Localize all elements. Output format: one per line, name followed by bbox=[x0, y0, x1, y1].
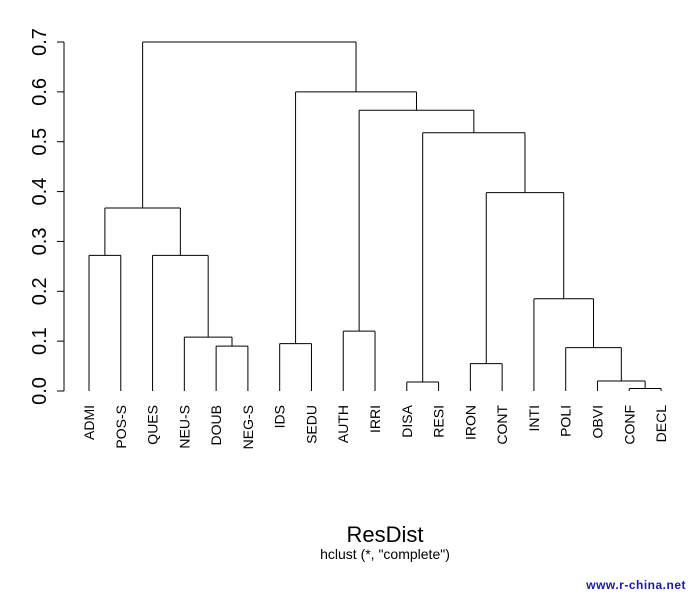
y-tick-label: 0.2 bbox=[29, 277, 51, 305]
leaf-label: RESI bbox=[431, 405, 447, 438]
leaf-label: IDS bbox=[272, 405, 288, 428]
y-axis: 0.0 0.1 0.2 0.3 0.4 0.5 0.6 0.7 bbox=[29, 28, 65, 405]
y-tick-label: 0.3 bbox=[29, 228, 51, 256]
watermark-text: www.r-china.net bbox=[586, 578, 686, 592]
leaf-label: POLI bbox=[558, 405, 574, 437]
leaf-label: ADMI bbox=[81, 405, 97, 440]
leaf-label: SEDU bbox=[303, 405, 319, 444]
leaf-label: DOUB bbox=[208, 405, 224, 445]
y-tick-label: 0.7 bbox=[29, 28, 51, 56]
leaf-label: CONT bbox=[494, 405, 510, 445]
leaf-label: OBVI bbox=[589, 405, 605, 438]
leaf-labels: ADMI POS-S QUES NEU-S DOUB NEG-S IDS SEDU AUTH IR… bbox=[81, 404, 669, 449]
leaf-label: IRON bbox=[462, 405, 478, 440]
leaf-label: INTI bbox=[526, 405, 542, 431]
leaf-label: CONF bbox=[621, 405, 637, 445]
leaf-label: IRRI bbox=[367, 405, 383, 433]
leaf-label: QUES bbox=[145, 405, 161, 445]
chart-subtitle: hclust (*, "complete") bbox=[320, 546, 450, 562]
dendrogram-tree bbox=[88, 41, 662, 391]
y-tick-label: 0.5 bbox=[29, 128, 51, 156]
leaf-label: DISA bbox=[399, 404, 415, 437]
leaf-label: NEG-S bbox=[240, 405, 256, 449]
y-tick-label: 0.6 bbox=[29, 78, 51, 106]
leaf-label: AUTH bbox=[335, 405, 351, 443]
chart-title: ResDist bbox=[346, 522, 423, 547]
y-tick-label: 0.4 bbox=[29, 178, 51, 206]
leaf-label: POS-S bbox=[113, 405, 129, 449]
leaf-label: DECL bbox=[653, 405, 669, 443]
y-tick-label: 0.1 bbox=[29, 327, 51, 355]
leaf-label: NEU-S bbox=[176, 405, 192, 449]
y-tick-label: 0.0 bbox=[29, 377, 51, 405]
